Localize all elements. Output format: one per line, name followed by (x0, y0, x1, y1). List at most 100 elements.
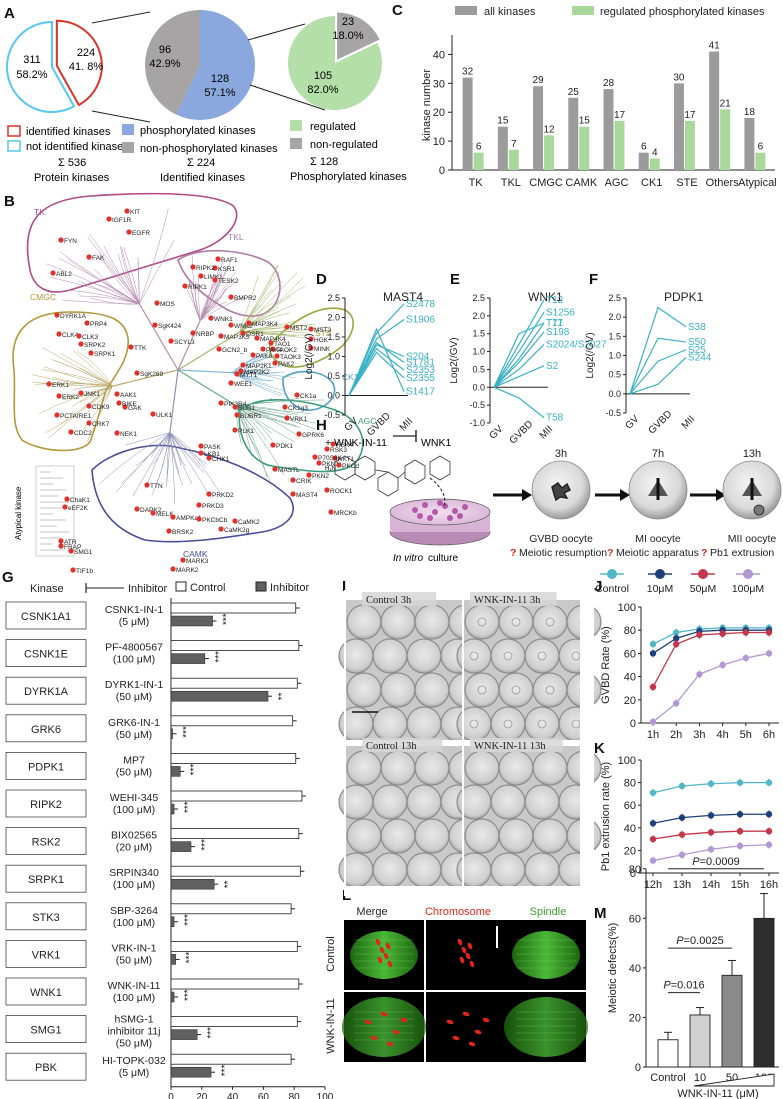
kinase-label: NRBP (196, 331, 214, 338)
g-inhibitor-label: (100 μM) (113, 917, 155, 929)
panel-letter-e: E (450, 271, 460, 288)
c-bar-label: 6 (758, 142, 764, 153)
l-chromosome (457, 938, 463, 946)
kinase-label: MOS (160, 301, 175, 308)
kinase-label: CHK1 (212, 456, 230, 463)
group-label-agc: AGC (358, 416, 376, 426)
dish-oocyte (432, 509, 438, 515)
kinase-dot (272, 466, 278, 472)
tree-branch (35, 383, 113, 387)
micrograph-label-bg (362, 738, 443, 752)
l-header: Merge (356, 906, 387, 918)
kinase-label: MARK3 (186, 558, 209, 565)
g-significance: *** (183, 914, 194, 926)
c-bar-label: 32 (462, 67, 474, 78)
kinase-label: CK1g3 (288, 405, 308, 412)
c-bar-0 (744, 118, 755, 170)
oocyte-gvbd (531, 460, 591, 520)
tree-branch (235, 405, 311, 414)
c-bar-0 (603, 89, 614, 170)
D-ytick-label: 0.5 (327, 371, 340, 381)
dish-oocytes (412, 500, 468, 521)
kinase-dot (58, 237, 64, 243)
group-label-tk: TK (34, 207, 45, 217)
E-ytick-label: 2.0 (472, 311, 485, 321)
g-inhibitor-label: (20 μM) (116, 842, 152, 854)
kinase-dot (144, 482, 150, 488)
F-ytick-label: 0.0 (608, 389, 621, 399)
J-ytick-label: 20 (624, 695, 636, 707)
kinase-dot (284, 324, 290, 330)
panel-j-legend: Control 10μM 50μM 100μM (595, 569, 764, 595)
oocyte-cell (406, 706, 442, 742)
g-bar-inhibitor (170, 728, 173, 740)
E-ylabel: Log2(/GV) (449, 337, 460, 383)
kinase-dot (232, 427, 238, 433)
g-inhibitor-label: WNK-IN-11 (108, 980, 161, 992)
kinase-label: RSK3 (330, 447, 347, 454)
panel-letter-g: G (2, 569, 14, 586)
dish-oocyte (427, 515, 433, 521)
E-series-line (493, 365, 545, 388)
tree-branch (231, 372, 269, 386)
g-inhibitor-label: (5 μM) (119, 1067, 150, 1079)
kinase-label: TAO1 (274, 341, 291, 348)
g-significance: *** (189, 764, 200, 776)
c-bar-0 (497, 126, 508, 170)
kinase-dot (228, 294, 234, 300)
tree-branch (44, 366, 113, 387)
kinase-dot (206, 455, 212, 461)
tree-branch (239, 277, 304, 333)
oocyte-cell (464, 672, 500, 708)
K-point (736, 779, 744, 786)
tree-trunk (169, 369, 179, 433)
j-legend-marker (607, 569, 617, 579)
stage-time: 3h (555, 448, 567, 460)
panel-letters: ABCDEFGHIJKLM (2, 2, 607, 922)
legend-regulated: regulated (310, 121, 356, 133)
g-inhibitor-label: (100 μM) (113, 879, 155, 891)
J-point (649, 718, 657, 726)
g-kinase-box (5, 977, 87, 1006)
kinase-label: MARK2 (176, 567, 199, 574)
g-inhibitor-label: SBP-3264 (110, 905, 158, 917)
panel-i-micrographs: Control 3h WNK-IN-11 3h Control 13h WNK-IN-… (338, 590, 602, 896)
m-ytick-label: 60 (629, 913, 641, 925)
D-ylabel: Log2(/GV) (304, 333, 315, 379)
tree-branch (50, 276, 140, 305)
K-point (678, 851, 686, 859)
c-bar-0 (533, 86, 544, 170)
l-chromosome (462, 1011, 470, 1017)
panel-b-kinome-tree: Atypical kinase TK TKL CMGC STE CK1 AGC CAMK I… (12, 192, 376, 575)
kinase-label: ATR (64, 539, 77, 546)
g-inhibitor-label: (100 μM) (113, 804, 155, 816)
g-legend-control: Control (190, 582, 225, 594)
kinase-dot (324, 446, 330, 452)
oocyte-cell (532, 672, 568, 708)
mask (344, 886, 584, 896)
c-bar-label: 25 (568, 87, 580, 98)
kinase-dot (290, 491, 296, 497)
kinase-label: PAK2 (278, 361, 295, 368)
kinase-dot (56, 331, 62, 337)
pie1-count-b: 311 (23, 54, 41, 66)
pie1-pct-a: 41. 8% (69, 61, 103, 73)
kinase-label: MAP3K4 (252, 321, 278, 328)
F-series-label: S25 (688, 345, 706, 356)
kinase-dot (254, 335, 260, 341)
kinase-label: PRP4 (90, 321, 107, 328)
c-bar-label: 28 (603, 78, 615, 89)
c-category-label: CK1 (641, 177, 662, 189)
c-category-label: Others (706, 177, 740, 189)
tree-branch (169, 432, 205, 474)
kinase-label: MINK (314, 346, 331, 353)
g-inhibitor-label: HI-TOPK-032 (102, 1055, 166, 1067)
kinase-label: KIT (130, 209, 140, 216)
F-ytick-label: -0.5 (605, 408, 621, 418)
c-ytick-label: 30 (433, 78, 445, 90)
F-series-line (629, 306, 687, 395)
m-bar (721, 974, 743, 1068)
kinase-dot (308, 336, 314, 342)
g-bar-control (170, 640, 300, 651)
kinase-label: VRK1 (290, 416, 307, 423)
